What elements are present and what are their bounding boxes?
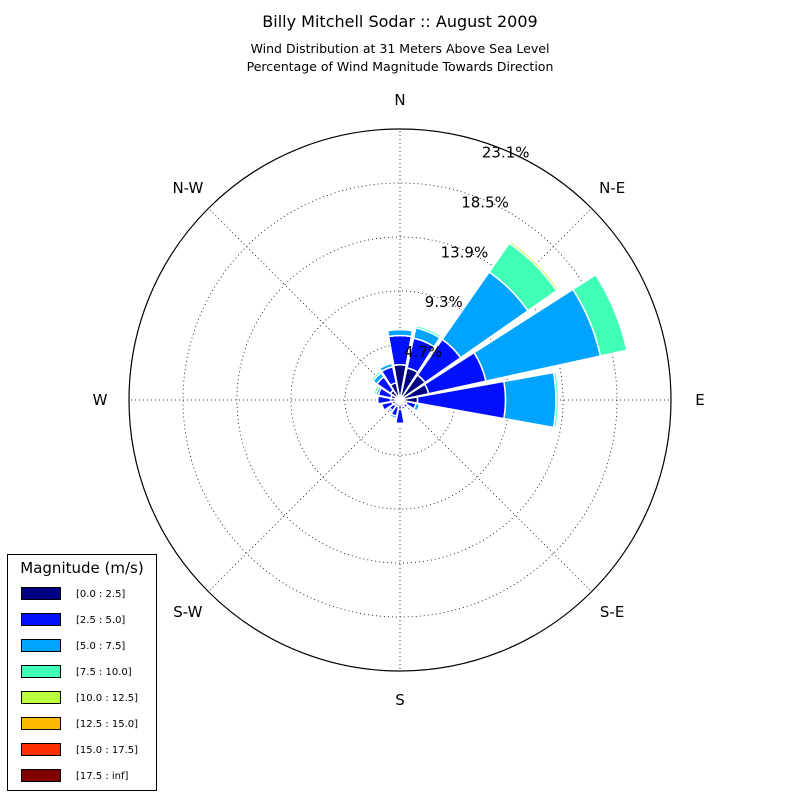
chart-title: Billy Mitchell Sodar :: August 2009: [262, 12, 538, 31]
wind-bar-segment: [386, 328, 414, 338]
grid-spoke: [208, 399, 401, 592]
wind-bar-segment: [378, 362, 394, 373]
grid-spoke: [208, 208, 401, 401]
direction-label: N: [394, 91, 405, 109]
wind-bar-segment: [412, 402, 421, 412]
legend-title: Magnitude (m/s): [20, 559, 144, 577]
legend-swatch: [21, 665, 61, 678]
wind-bar-segment: [552, 371, 560, 429]
grid-circle: [182, 182, 618, 618]
wind-bar-segment: [571, 273, 628, 357]
outer-circle: [128, 128, 672, 672]
legend-swatch: [21, 613, 61, 626]
direction-label: S-E: [600, 603, 624, 621]
wind-bar-segment: [394, 422, 406, 426]
wind-bars: [370, 239, 628, 429]
wind-bar-segment: [414, 324, 443, 339]
radial-tick-label: 23.1%: [482, 144, 530, 162]
wind-bar-segment: [503, 371, 557, 429]
legend-label: [7.5 : 10.0]: [76, 667, 132, 678]
legend-label: [0.0 : 2.5]: [76, 589, 126, 600]
grid-spoke: [399, 399, 592, 592]
legend-label: [17.5 : inf]: [76, 771, 129, 782]
wind-bar-segment: [388, 412, 398, 420]
legend-label: [15.0 : 17.5]: [76, 745, 139, 756]
grid-circle: [236, 236, 564, 564]
legend-label: [2.5 : 5.0]: [76, 615, 126, 626]
legend-swatch: [21, 639, 61, 652]
legend-swatch: [21, 587, 61, 600]
radial-tick-label: 4.7%: [404, 343, 442, 361]
legend-swatch: [21, 743, 61, 756]
legend-swatch: [21, 691, 61, 704]
direction-label: S-W: [173, 603, 202, 621]
radial-tick-label: 13.9%: [441, 243, 489, 261]
chart-subtitle-line2: Percentage of Wind Magnitude Towards Dir…: [246, 59, 554, 74]
legend-swatch: [21, 769, 61, 782]
chart-subtitle-line1: Wind Distribution at 31 Meters Above Sea…: [250, 41, 550, 56]
wind-bar-segment: [370, 370, 383, 383]
legend-swatch: [21, 717, 61, 730]
direction-label: N-W: [172, 179, 203, 197]
axis-labels: N N-E E S-E S S-W W N-W 4.7% 9.3% 13.9% 18.5% 23.1%: [93, 91, 705, 709]
radial-tick-label: 9.3%: [425, 293, 463, 311]
legend: Magnitude (m/s) [0.0 : 2.5] [2.5 : 5.0] …: [7, 554, 157, 791]
legend-label: [10.0 : 12.5]: [76, 693, 139, 704]
wind-bar-segment: [375, 395, 379, 405]
radial-tick-label: 18.5%: [461, 193, 509, 211]
wind-bar-segment: [379, 403, 386, 412]
direction-label: S: [395, 691, 405, 709]
direction-label: W: [93, 391, 108, 409]
direction-label: E: [695, 391, 704, 409]
legend-label: [5.0 : 7.5]: [76, 641, 126, 652]
wind-bar-segment: [509, 239, 561, 291]
direction-label: N-E: [599, 179, 625, 197]
wind-bar-segment: [372, 384, 381, 396]
legend-label: [12.5 : 15.0]: [76, 719, 139, 730]
